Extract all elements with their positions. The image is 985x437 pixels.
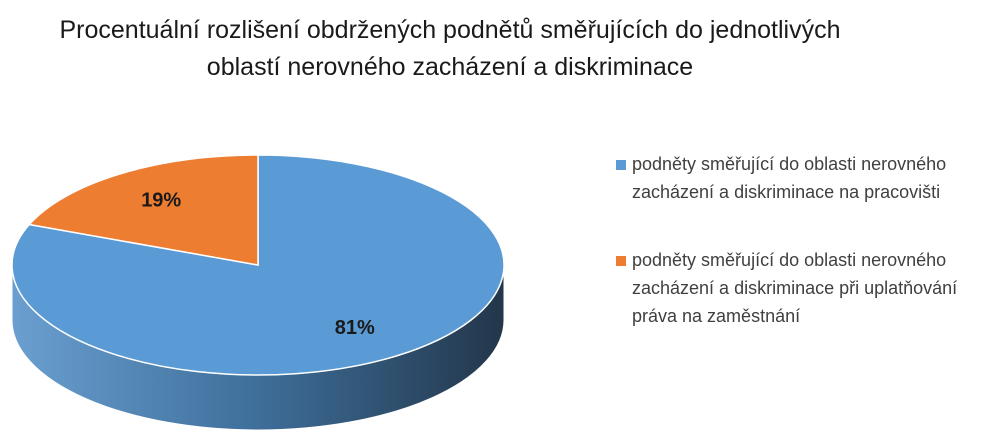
legend-swatch [616,256,626,266]
legend: podněty směřující do oblasti nerovného z… [612,150,982,370]
legend-entry: podněty směřující do oblasti nerovného z… [612,150,982,206]
pie-slice [27,154,259,266]
pie-slice [11,154,505,376]
data-label: 19% [141,190,181,212]
chart-title: Procentuální rozlišení obdržených podnět… [59,16,841,81]
legend-swatch [616,160,626,170]
legend-label: podněty směřující do oblasti nerovného z… [632,154,947,202]
legend-entry: podněty směřující do oblasti nerovného z… [612,246,982,330]
legend-label: podněty směřující do oblasti nerovného z… [632,250,958,326]
data-label: 81% [335,317,375,339]
pie-area: 81% 19% [11,154,505,431]
